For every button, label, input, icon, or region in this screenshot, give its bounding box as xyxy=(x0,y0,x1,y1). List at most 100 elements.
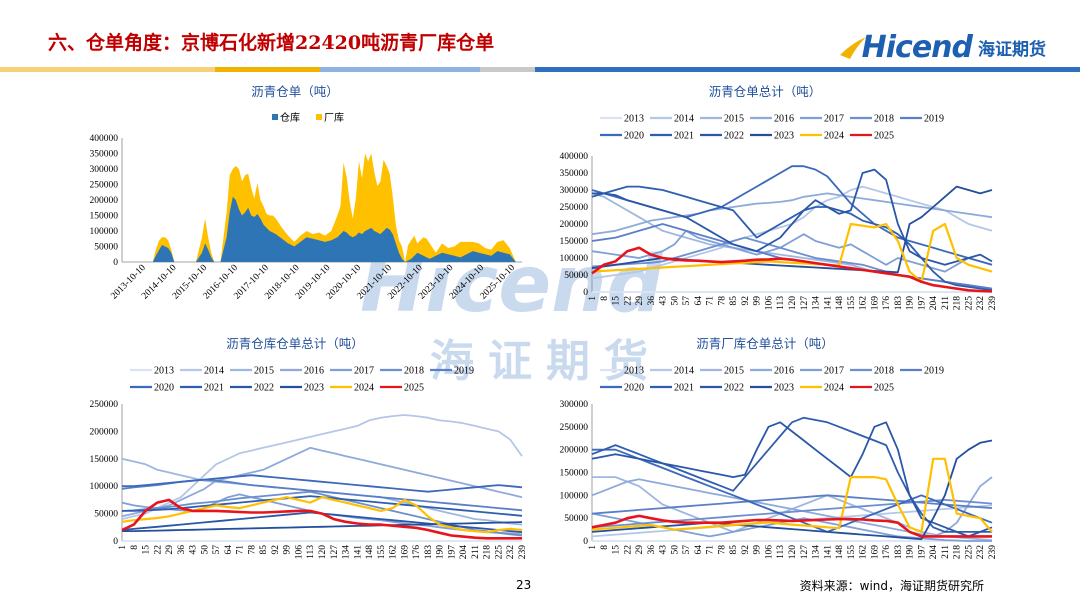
legend-swatch xyxy=(272,114,278,120)
series-line-2016 xyxy=(591,192,993,236)
legend-label: 2018 xyxy=(874,366,894,377)
series-line-2024 xyxy=(591,222,993,283)
x-tick-label: 1 xyxy=(588,296,598,301)
legend-label: 2013 xyxy=(624,366,644,377)
y-tick-label: 200000 xyxy=(90,196,119,206)
x-tick-label: 141 xyxy=(353,545,363,560)
x-tick-label: 113 xyxy=(306,545,316,559)
series-line-2023 xyxy=(122,521,523,532)
x-tick-label: 106 xyxy=(764,545,774,560)
x-tick-label: 239 xyxy=(518,545,528,560)
y-tick-label: 150000 xyxy=(90,455,119,465)
y-tick-label: 250000 xyxy=(560,423,589,433)
legend-label: 2014 xyxy=(674,366,694,377)
x-tick-label: 218 xyxy=(953,545,963,560)
x-tick-label: 162 xyxy=(859,296,869,311)
x-tick-label: 190 xyxy=(906,296,916,311)
x-tick-label: 225 xyxy=(964,296,974,311)
series-line-2021 xyxy=(591,416,992,533)
x-tick-label: 141 xyxy=(823,296,833,311)
header-divider xyxy=(0,67,1080,72)
x-tick-label: 43 xyxy=(659,545,669,555)
total-line-chart: 沥青仓单总计（吨） 2013 2014 2015 2016 2017 2018 2019 202… xyxy=(560,84,999,311)
legend-label: 2020 xyxy=(624,383,644,394)
x-tick-label: 204 xyxy=(459,545,469,560)
x-tick-label: 29 xyxy=(165,545,175,555)
x-tick-label: 169 xyxy=(400,545,410,560)
y-tick-label: 200000 xyxy=(90,427,119,437)
x-tick-label: 169 xyxy=(870,296,880,311)
x-tick-label: 36 xyxy=(647,296,657,306)
x-tick-label: 85 xyxy=(729,545,739,555)
y-tick-label: 300000 xyxy=(90,165,119,175)
x-tick-label: 169 xyxy=(870,545,880,560)
x-tick-label: 225 xyxy=(494,545,504,560)
page-number: 23 xyxy=(516,578,532,592)
x-tick-label: 78 xyxy=(717,545,727,555)
y-tick-label: 50000 xyxy=(564,271,588,281)
x-tick-label: 78 xyxy=(247,545,257,555)
legend-label: 2014 xyxy=(204,366,224,377)
y-tick-label: 100000 xyxy=(90,227,119,237)
x-tick-label: 78 xyxy=(717,296,727,306)
x-tick-label: 120 xyxy=(318,545,328,560)
x-tick-label: 57 xyxy=(682,545,692,555)
brand-logo: Hicend 海证期货 xyxy=(838,30,1046,65)
x-tick-label: 162 xyxy=(859,545,869,560)
x-tick-label: 183 xyxy=(424,545,434,560)
y-tick-label: 150000 xyxy=(560,469,589,479)
series-line-2025 xyxy=(121,498,522,540)
x-tick-label: 190 xyxy=(906,545,916,560)
x-tick-label: 15 xyxy=(612,296,622,306)
x-tick-label: 92 xyxy=(271,545,281,555)
x-tick-label: 8 xyxy=(600,296,610,301)
chart-title: 沥青厂库仓单总计（吨） xyxy=(696,336,834,351)
legend-label: 2023 xyxy=(774,131,794,142)
logo-cn-text: 海证期货 xyxy=(978,40,1046,60)
y-tick-label: 0 xyxy=(113,537,118,547)
x-tick-label: 232 xyxy=(506,545,516,560)
legend-label: 仓库 xyxy=(280,111,300,124)
y-tick-label: 300000 xyxy=(560,400,589,410)
x-tick-label: 85 xyxy=(259,545,269,555)
x-tick-label: 183 xyxy=(894,296,904,311)
legend-label: 2018 xyxy=(874,114,894,125)
legend-label: 2013 xyxy=(154,366,174,377)
x-tick-label: 225 xyxy=(964,545,974,560)
legend-label: 2019 xyxy=(454,366,474,377)
x-tick-label: 43 xyxy=(659,296,669,306)
series-line-2025 xyxy=(591,246,993,293)
y-tick-label: 400000 xyxy=(90,134,119,144)
legend-label: 2022 xyxy=(724,383,744,394)
x-tick-label: 204 xyxy=(929,296,939,311)
legend-label: 2024 xyxy=(354,383,374,394)
y-tick-label: 350000 xyxy=(90,150,119,160)
source-note: 资料来源：wind，海证期货研究所 xyxy=(799,579,984,593)
x-tick-label: 127 xyxy=(800,296,810,311)
series-line-2024 xyxy=(591,457,993,533)
y-tick-label: 50000 xyxy=(564,514,588,524)
x-tick-label: 204 xyxy=(929,545,939,560)
legend-label: 2018 xyxy=(404,366,424,377)
x-tick-label: 127 xyxy=(330,545,340,560)
y-tick-label: 50000 xyxy=(94,510,118,520)
x-tick-label: 148 xyxy=(835,545,845,560)
x-tick-label: 155 xyxy=(377,545,387,560)
x-tick-label: 64 xyxy=(694,296,704,306)
series-line-2016 xyxy=(591,476,993,538)
legend-label: 2017 xyxy=(824,114,844,125)
legend-label: 2023 xyxy=(774,383,794,394)
legend-label: 2016 xyxy=(774,114,794,125)
series-line-2016 xyxy=(121,446,523,518)
x-tick-label: 22 xyxy=(623,296,633,306)
x-tick-label: 36 xyxy=(177,545,187,555)
x-tick-label: 120 xyxy=(788,296,798,311)
x-tick-label: 29 xyxy=(635,296,645,306)
x-tick-label: 176 xyxy=(882,296,892,311)
x-tick-label: 64 xyxy=(224,545,234,555)
x-tick-label: 232 xyxy=(976,296,986,311)
x-tick-label: 197 xyxy=(917,545,927,560)
x-tick-label: 176 xyxy=(882,545,892,560)
warrant-area-chart: 沥青仓单（吨） 仓库 厂库 0 50000 100000 150000 200000 25000… xyxy=(90,84,522,301)
x-tick-label: 99 xyxy=(753,545,763,555)
